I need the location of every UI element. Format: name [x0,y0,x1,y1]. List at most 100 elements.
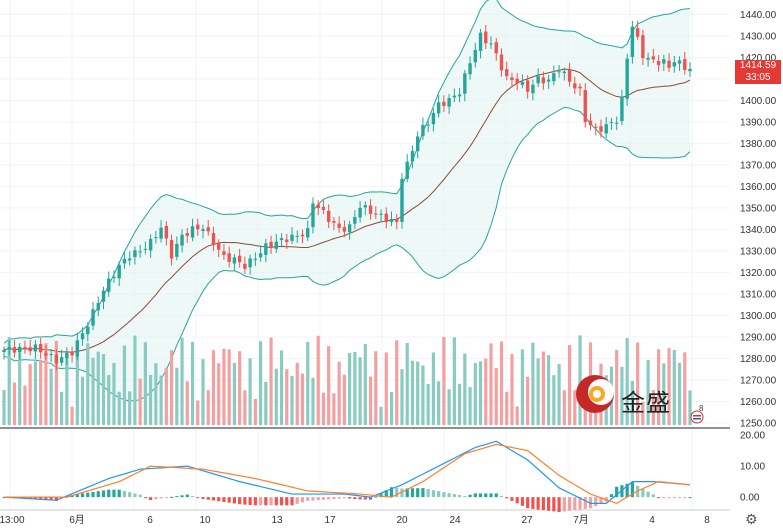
volume-bar [253,398,257,425]
candle-body [12,347,17,353]
macd-histogram-bar [410,488,415,498]
volume-bar [232,363,237,425]
volume-bar [316,335,320,425]
time-tick-label: 17 [324,515,336,526]
macd-histogram-bar [28,497,32,500]
candle-body [683,59,687,70]
flag-badge-icon[interactable] [690,410,704,424]
volume-bar [107,374,111,425]
candle-body [478,32,483,51]
macd-histogram-bar [609,494,614,498]
signal-line [4,443,691,505]
candle-body [562,71,567,74]
volume-bar [625,338,629,425]
macd-histogram-bar [190,496,195,498]
candle-body [18,346,22,353]
volume-bar [620,366,624,425]
candle-body [44,352,48,356]
candle-body [2,349,6,353]
candle-body [65,352,69,359]
candle-body [614,122,619,124]
volume-bar [447,389,451,425]
macd-histogram-bar [285,497,289,506]
macd-histogram-bar [594,497,598,507]
volume-bar [405,342,409,425]
macd-histogram-bar [175,496,179,498]
candle-body [635,28,640,37]
volume-bar [452,337,456,425]
time-tick-label: 20 [396,515,408,526]
volume-bar [499,341,504,425]
candle-body [552,73,556,82]
volume-bar [630,381,634,425]
macd-histogram-bar [457,495,462,498]
candle-body [662,59,666,64]
macd-line [3,440,691,504]
candle-body [86,326,90,335]
price-tick-label: 1270.00 [740,375,777,386]
macd-histogram-bar [332,497,336,500]
candle-body [28,347,32,352]
candle-body [431,112,436,125]
macd-histogram-bar [599,497,603,504]
price-tick-label: 1440.00 [740,10,777,21]
logo-text: 金盛 [621,389,671,417]
price-tick-label: 1260.00 [740,397,777,408]
volume-bar [227,349,231,425]
volume-bar [353,351,357,425]
macd-histogram-bar [405,488,409,498]
price-tick-label: 1380.00 [740,139,777,150]
volume-bar [683,352,687,425]
time-tick-label: 7月 [573,514,589,526]
volume-bar [473,362,477,425]
candle-body [410,150,415,162]
price-tick-label: 1430.00 [740,31,777,42]
time-tick-label: 13:00 [0,515,25,526]
macd-tick-label: 0.00 [740,493,760,504]
volume-bar [190,341,195,425]
macd-histogram-bar [238,497,242,505]
macd-histogram-bar [463,496,467,498]
volume-bar [128,391,132,425]
candle-body [484,31,488,44]
candle-body [609,122,614,124]
volume-bar [300,373,305,425]
macd-tick-label: 10.00 [740,462,765,473]
macd-histogram-bar [185,494,189,498]
volume-bar [384,352,388,425]
price-tick-label: 1330.00 [740,246,777,257]
volume-bar [258,341,263,425]
volume-bar [332,393,336,425]
volume-bar [295,362,299,425]
volume-bar [133,335,137,425]
candle-body [232,257,237,264]
volume-bar [248,358,252,425]
macd-histogram-bar [227,497,231,503]
macd-histogram-bar [211,497,216,501]
price-tick-label: 1320.00 [740,268,777,279]
macd-histogram-bar [384,490,388,498]
macd-histogram-bar [164,497,168,499]
candle-body [594,126,598,128]
volume-bar [7,337,11,425]
macd-histogram-bar [442,492,446,498]
volume-bar [39,359,43,425]
volume-bar [437,381,441,425]
volume-bar [138,378,142,425]
time-tick-label: 24 [449,515,461,526]
volume-bar [211,350,216,425]
candle-body [269,241,273,248]
candle-body [133,250,137,258]
macd-histogram-bar [505,497,509,499]
macd-histogram-bar [416,488,420,498]
candle-body [499,54,504,71]
volume-bar [562,390,566,425]
macd-histogram-bar [321,497,326,500]
volume-bar [536,358,540,425]
volume-bar [505,391,509,425]
macd-histogram-bar [264,497,268,506]
candle-body [667,60,671,68]
candle-body [656,60,661,66]
candle-body [651,56,656,60]
settings-gear-icon[interactable]: ⚙ [745,512,758,528]
